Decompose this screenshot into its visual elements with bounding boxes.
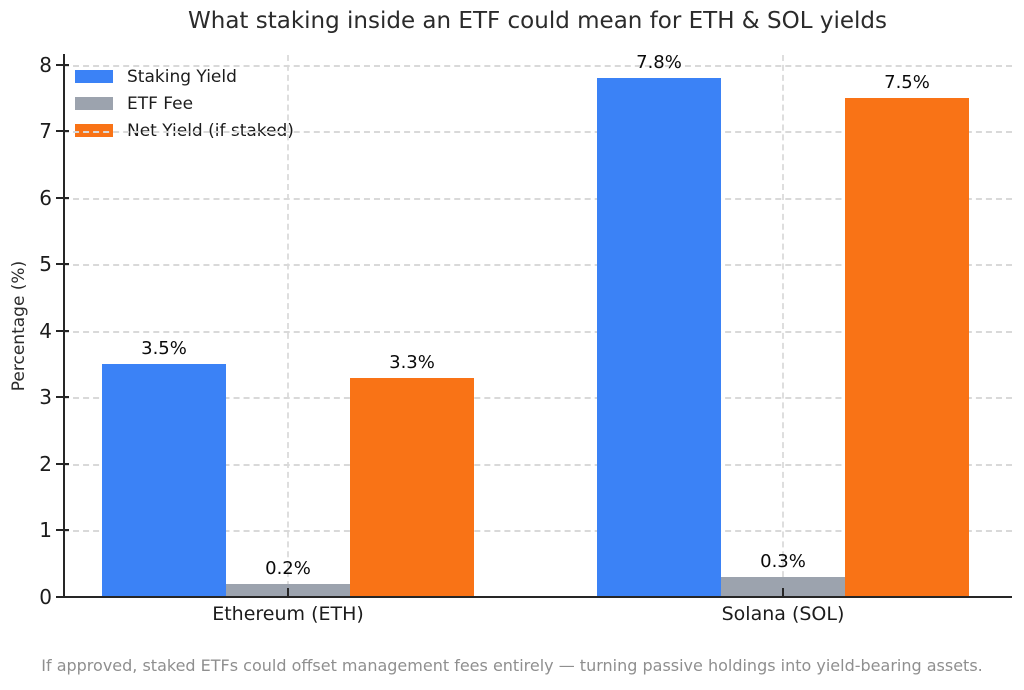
y-tick-mark <box>56 329 69 332</box>
x-tick-mark <box>287 588 289 597</box>
plot-area: Staking Yield ETF Fee Net Yield (if staked… <box>63 52 1012 597</box>
bar-ethereum-eth-staking-yield <box>102 364 226 597</box>
bar-solana-sol-etf-fee <box>721 577 845 597</box>
legend-swatch-staking-yield <box>75 70 113 83</box>
y-tick-mark <box>56 596 69 598</box>
gridline-horizontal <box>63 264 1012 267</box>
x-tick-label-solana-sol: Solana (SOL) <box>721 603 845 625</box>
chart-title: What staking inside an ETF could mean fo… <box>188 8 887 34</box>
y-axis-line <box>63 54 65 598</box>
footer-caption: If approved, staked ETFs could offset ma… <box>41 656 983 675</box>
value-label-ethereum-eth-etf-fee: 0.2% <box>265 557 311 579</box>
y-tick-mark <box>56 462 69 465</box>
bar-solana-sol-net-yield-if-staked <box>845 98 969 597</box>
y-tick-mark <box>56 529 69 532</box>
legend-swatch-etf-fee <box>75 97 113 110</box>
y-tick-mark <box>56 263 69 266</box>
value-label-ethereum-eth-net-yield-if-staked: 3.3% <box>389 351 435 373</box>
y-tick-label: 5 <box>39 252 52 277</box>
value-label-solana-sol-staking-yield: 7.8% <box>636 52 682 74</box>
x-axis-line <box>62 596 1012 598</box>
legend-row-net-yield-if-staked: Net Yield (if staked) <box>75 117 294 144</box>
y-tick-label: 8 <box>39 52 52 77</box>
x-tick-mark <box>782 588 784 597</box>
y-tick-mark <box>56 130 69 133</box>
y-tick-label: 4 <box>39 318 52 343</box>
y-tick-mark <box>56 196 69 199</box>
gridline-vertical <box>287 55 289 597</box>
y-tick-mark <box>56 396 69 399</box>
y-tick-mark <box>56 63 69 66</box>
y-tick-label: 2 <box>39 451 52 476</box>
value-label-solana-sol-etf-fee: 0.3% <box>760 551 806 573</box>
gridline-horizontal <box>63 131 1012 134</box>
gridline-horizontal <box>63 530 1012 533</box>
legend-swatch-net-yield-if-staked <box>75 124 113 137</box>
y-tick-label: 1 <box>39 518 52 543</box>
gridline-vertical <box>782 55 784 597</box>
legend-label-staking-yield: Staking Yield <box>127 66 237 87</box>
gridline-horizontal <box>63 197 1012 200</box>
legend: Staking Yield ETF Fee Net Yield (if staked… <box>75 63 294 144</box>
legend-row-etf-fee: ETF Fee <box>75 90 294 117</box>
bar-solana-sol-staking-yield <box>597 78 721 597</box>
gridline-horizontal <box>63 397 1012 400</box>
legend-label-net-yield-if-staked: Net Yield (if staked) <box>127 120 294 141</box>
bar-ethereum-eth-net-yield-if-staked <box>350 377 474 597</box>
value-label-solana-sol-net-yield-if-staked: 7.5% <box>884 72 930 94</box>
x-tick-label-ethereum-eth: Ethereum (ETH) <box>212 603 364 625</box>
gridline-horizontal <box>63 64 1012 67</box>
y-tick-label: 3 <box>39 385 52 410</box>
y-tick-label: 0 <box>39 585 52 609</box>
gridline-horizontal <box>63 463 1012 466</box>
legend-row-staking-yield: Staking Yield <box>75 63 294 90</box>
y-tick-label: 7 <box>39 119 52 144</box>
gridline-horizontal <box>63 330 1012 333</box>
legend-label-etf-fee: ETF Fee <box>127 93 194 114</box>
y-tick-label: 6 <box>39 185 52 210</box>
value-label-ethereum-eth-staking-yield: 3.5% <box>141 338 187 360</box>
